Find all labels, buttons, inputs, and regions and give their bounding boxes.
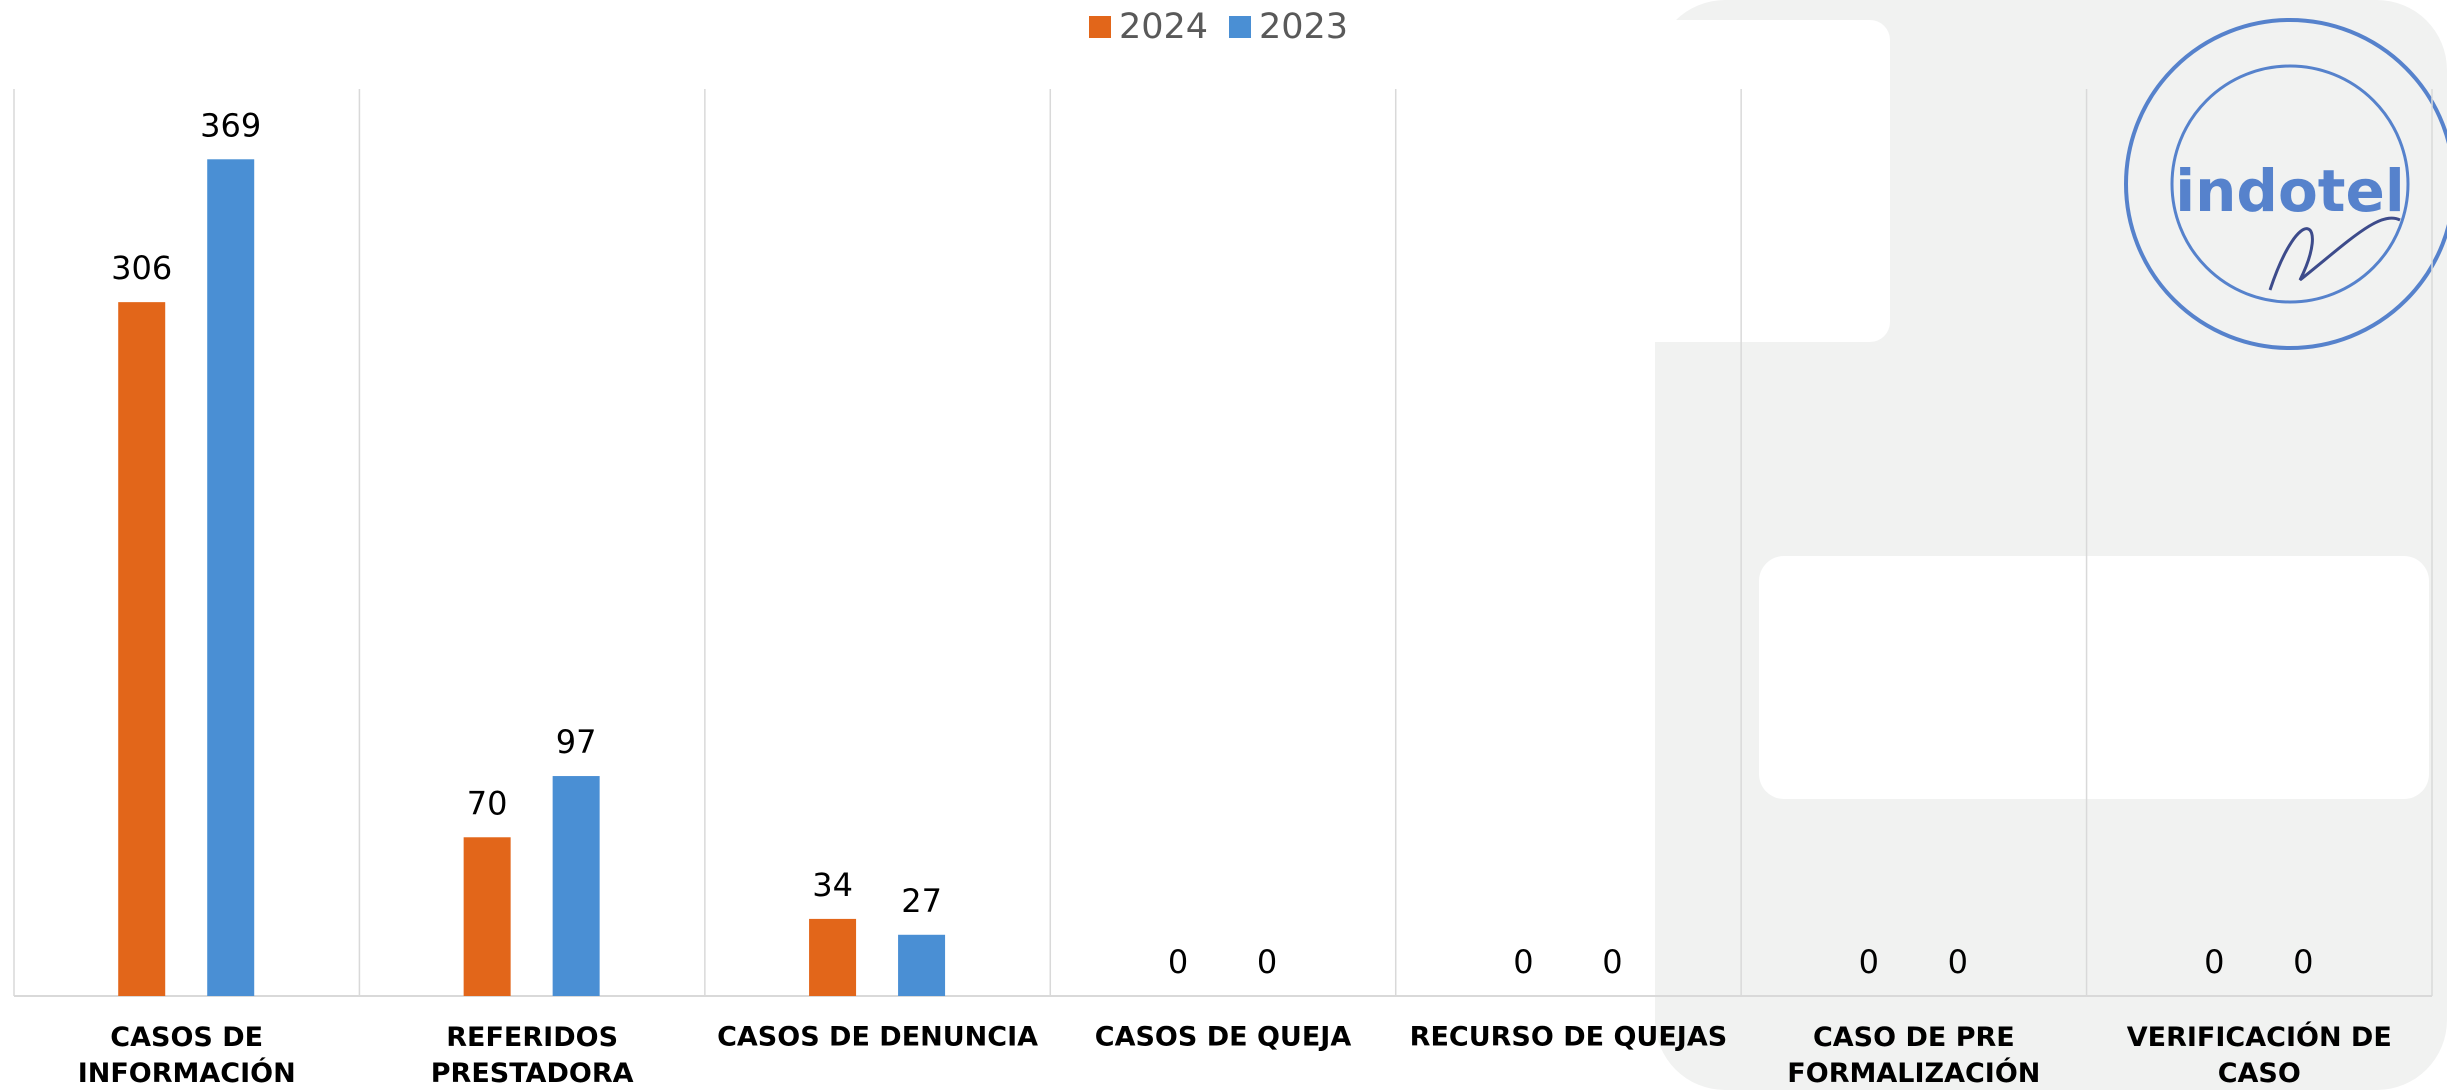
x-tick-label: CASO DE PRE FORMALIZACIÓN <box>1787 1022 2040 1089</box>
stamp-text: indotel <box>2175 157 2404 225</box>
x-tick-label: CASOS DE QUEJA <box>1095 1022 1352 1053</box>
data-label: 0 <box>1168 943 1188 981</box>
legend-swatch <box>1229 16 1251 38</box>
data-label: 97 <box>556 723 597 761</box>
data-label: 0 <box>2293 943 2313 981</box>
data-label: 34 <box>812 866 853 904</box>
data-label: 0 <box>1948 943 1968 981</box>
bar <box>463 837 511 996</box>
bar <box>207 159 255 997</box>
x-tick-label: CASOS DE INFORMACIÓN <box>78 1022 296 1089</box>
x-tick-label: CASOS DE DENUNCIA <box>717 1022 1038 1053</box>
data-label: 306 <box>111 249 172 287</box>
bar <box>809 918 857 996</box>
data-label: 70 <box>467 784 508 822</box>
data-label: 0 <box>1859 943 1879 981</box>
x-tick-label: RECURSO DE QUEJAS <box>1410 1022 1728 1053</box>
x-tick-label: VERIFICACIÓN DE CASO <box>2127 1021 2392 1089</box>
data-label: 0 <box>1602 943 1622 981</box>
legend-label: 2023 <box>1259 7 1348 47</box>
bar <box>552 776 600 996</box>
legend-label: 2024 <box>1119 7 1208 47</box>
data-label: 0 <box>1513 943 1533 981</box>
data-label: 0 <box>1257 943 1277 981</box>
stamp: indotel <box>2124 18 2447 350</box>
legend-swatch <box>1089 16 1111 38</box>
watermark <box>1600 0 2447 1090</box>
data-label: 369 <box>200 106 261 144</box>
data-label: 0 <box>2204 943 2224 981</box>
bar <box>898 934 946 996</box>
data-label: 27 <box>901 882 942 920</box>
x-tick-label: REFERIDOS PRESTADORA <box>431 1022 634 1089</box>
bar <box>118 302 166 996</box>
